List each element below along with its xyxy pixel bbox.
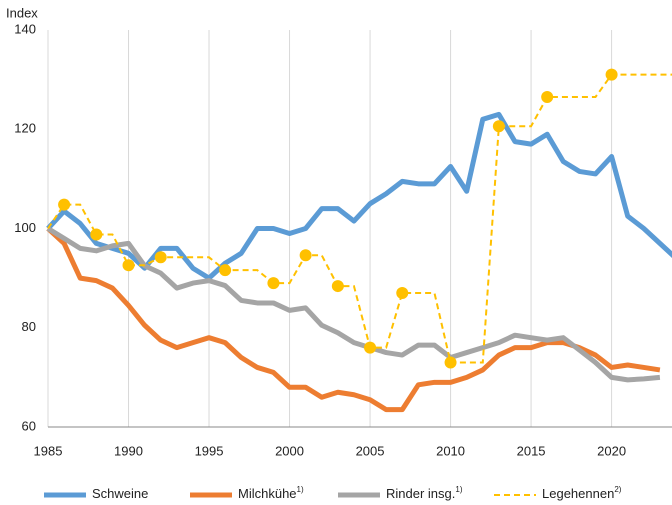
data-point	[122, 259, 135, 272]
legend-note: 2)	[614, 485, 621, 494]
legend-label: Schweine	[92, 486, 148, 501]
data-point	[58, 198, 71, 211]
data-point	[219, 264, 232, 277]
line-series	[46, 226, 661, 413]
x-tick-label: 2000	[275, 443, 304, 458]
x-tick-label: 1990	[114, 443, 143, 458]
data-point	[605, 68, 618, 81]
y-tick-label: 100	[14, 220, 36, 235]
data-point	[331, 280, 344, 293]
legend-label: Legehennen2)	[542, 485, 622, 501]
legend-note: 1)	[297, 485, 304, 494]
data-point	[154, 251, 167, 264]
x-tick-label: 2005	[356, 443, 385, 458]
data-point	[492, 120, 505, 133]
line-series	[47, 73, 672, 364]
legend-label: Rinder insg.1)	[386, 485, 463, 501]
legend-note: 1)	[455, 485, 462, 494]
y-axis-label: Index	[6, 5, 38, 20]
x-tick-label: 1985	[34, 443, 63, 458]
line-series	[46, 226, 661, 383]
data-point	[299, 249, 312, 262]
x-tick-label: 2020	[597, 443, 626, 458]
y-tick-label: 140	[14, 21, 36, 36]
legend-name: Milchkühe	[238, 486, 297, 501]
data-point	[364, 341, 377, 354]
data-point	[267, 277, 280, 290]
legend-label: Milchkühe1)	[238, 485, 304, 501]
data-point	[396, 287, 409, 300]
legend-name: Rinder insg.	[386, 486, 455, 501]
y-tick-label: 60	[22, 418, 36, 433]
y-tick-label: 120	[14, 121, 36, 136]
x-tick-label: 2015	[517, 443, 546, 458]
y-tick-label: 80	[22, 319, 36, 334]
data-point	[90, 228, 103, 241]
legend-name: Legehennen	[542, 486, 614, 501]
legend-name: Schweine	[92, 486, 148, 501]
line-series	[46, 111, 672, 281]
data-point	[541, 90, 554, 103]
x-tick-label: 1995	[195, 443, 224, 458]
data-point	[444, 356, 457, 369]
x-tick-label: 2010	[436, 443, 465, 458]
